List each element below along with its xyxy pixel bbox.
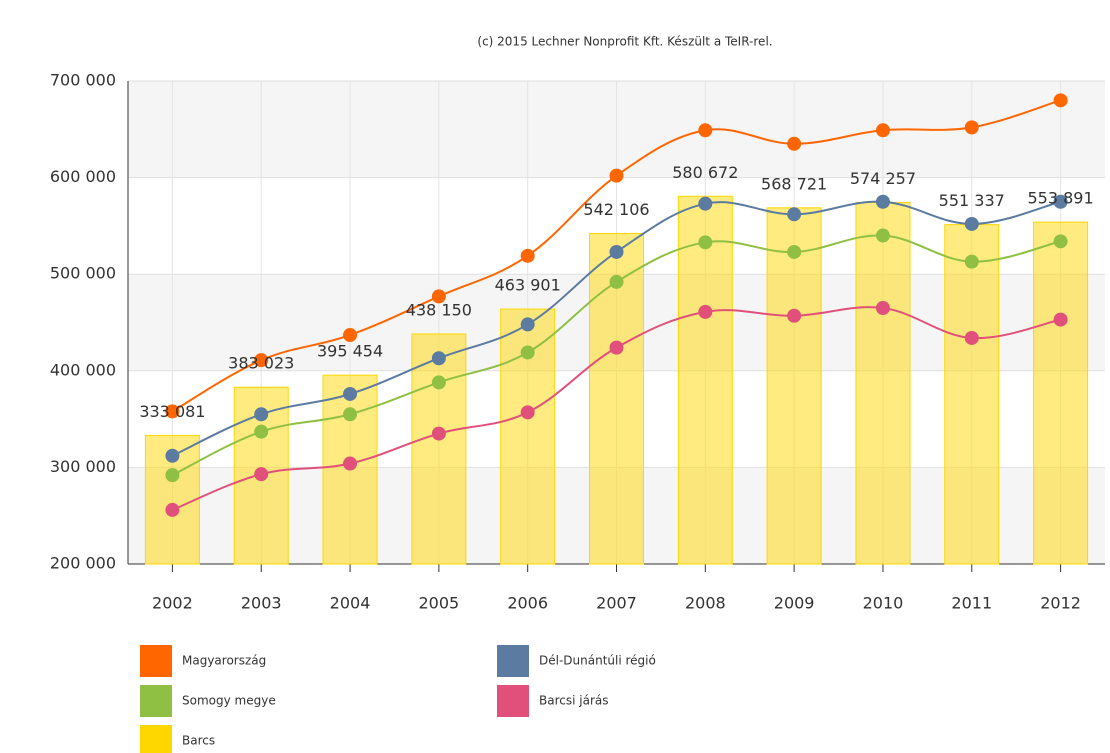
point xyxy=(343,328,358,343)
bar xyxy=(1033,221,1089,565)
y-tick-label: 600 000 xyxy=(50,167,116,186)
data-label: 463 901 xyxy=(495,276,561,295)
point xyxy=(964,254,979,269)
point xyxy=(787,308,802,323)
data-label: 553 891 xyxy=(1028,189,1094,208)
point xyxy=(254,353,269,368)
data-label: 383 023 xyxy=(228,354,294,373)
x-tick-label: 2009 xyxy=(774,594,815,613)
bar xyxy=(411,333,467,565)
legend-label: Barcs xyxy=(182,734,215,748)
point xyxy=(165,502,180,517)
y-tick-label: 300 000 xyxy=(50,457,116,476)
legend-swatch xyxy=(140,645,172,677)
point xyxy=(254,467,269,482)
point xyxy=(609,244,624,259)
y-tick-label: 200 000 xyxy=(50,554,116,573)
point xyxy=(609,274,624,289)
point xyxy=(165,468,180,483)
x-tick-label: 2002 xyxy=(152,594,193,613)
point xyxy=(254,407,269,422)
x-tick-label: 2005 xyxy=(419,594,460,613)
point xyxy=(698,235,713,250)
point xyxy=(875,301,890,316)
bar xyxy=(855,201,911,565)
point xyxy=(431,289,446,304)
y-tick-label: 700 000 xyxy=(50,71,116,90)
legend-label: Magyarország xyxy=(182,654,266,668)
x-tick-label: 2011 xyxy=(951,594,992,613)
x-tick-label: 2007 xyxy=(596,594,637,613)
point xyxy=(1053,312,1068,327)
data-label: 551 337 xyxy=(939,191,1005,210)
bar xyxy=(766,207,822,565)
point xyxy=(343,386,358,401)
data-label: 568 721 xyxy=(761,174,827,193)
point xyxy=(964,120,979,135)
data-label: 333 081 xyxy=(139,402,205,421)
point xyxy=(520,405,535,420)
legend-label: Dél-Dunántúli régió xyxy=(539,654,656,668)
point xyxy=(520,317,535,332)
y-tick-label: 500 000 xyxy=(50,264,116,283)
point xyxy=(1053,194,1068,209)
point xyxy=(787,207,802,222)
point xyxy=(609,340,624,355)
legend-swatch xyxy=(497,645,529,677)
legend-label: Somogy megye xyxy=(182,694,276,708)
point xyxy=(431,375,446,390)
point xyxy=(343,456,358,471)
point xyxy=(165,404,180,419)
point xyxy=(609,168,624,183)
point xyxy=(964,330,979,345)
point xyxy=(787,244,802,259)
x-tick-label: 2008 xyxy=(685,594,726,613)
y-tick-label: 400 000 xyxy=(50,360,116,379)
point xyxy=(698,304,713,319)
data-label: 574 257 xyxy=(850,169,916,188)
point xyxy=(431,351,446,366)
point xyxy=(787,136,802,151)
point xyxy=(165,448,180,463)
point xyxy=(1053,234,1068,249)
bar xyxy=(944,224,1000,565)
point xyxy=(875,123,890,138)
x-tick-label: 2006 xyxy=(507,594,548,613)
point xyxy=(520,345,535,360)
point xyxy=(1053,93,1068,108)
data-label: 580 672 xyxy=(672,163,738,182)
point xyxy=(343,407,358,422)
legend-swatch xyxy=(140,725,172,753)
point xyxy=(254,424,269,439)
data-label: 438 150 xyxy=(406,300,472,319)
point xyxy=(875,228,890,243)
x-tick-label: 2004 xyxy=(330,594,371,613)
bar xyxy=(677,195,733,565)
point xyxy=(698,123,713,138)
point xyxy=(875,194,890,209)
credits: (c) 2015 Lechner Nonprofit Kft. Készült … xyxy=(477,35,772,49)
point xyxy=(520,248,535,263)
x-tick-label: 2012 xyxy=(1040,594,1081,613)
x-tick-label: 2010 xyxy=(863,594,904,613)
point xyxy=(431,426,446,441)
legend-swatch xyxy=(140,685,172,717)
legend-label: Barcsi járás xyxy=(539,694,608,708)
data-label: 542 106 xyxy=(583,200,649,219)
point xyxy=(698,196,713,211)
point xyxy=(964,216,979,231)
data-label: 395 454 xyxy=(317,342,383,361)
legend-swatch xyxy=(497,685,529,717)
x-tick-label: 2003 xyxy=(241,594,282,613)
